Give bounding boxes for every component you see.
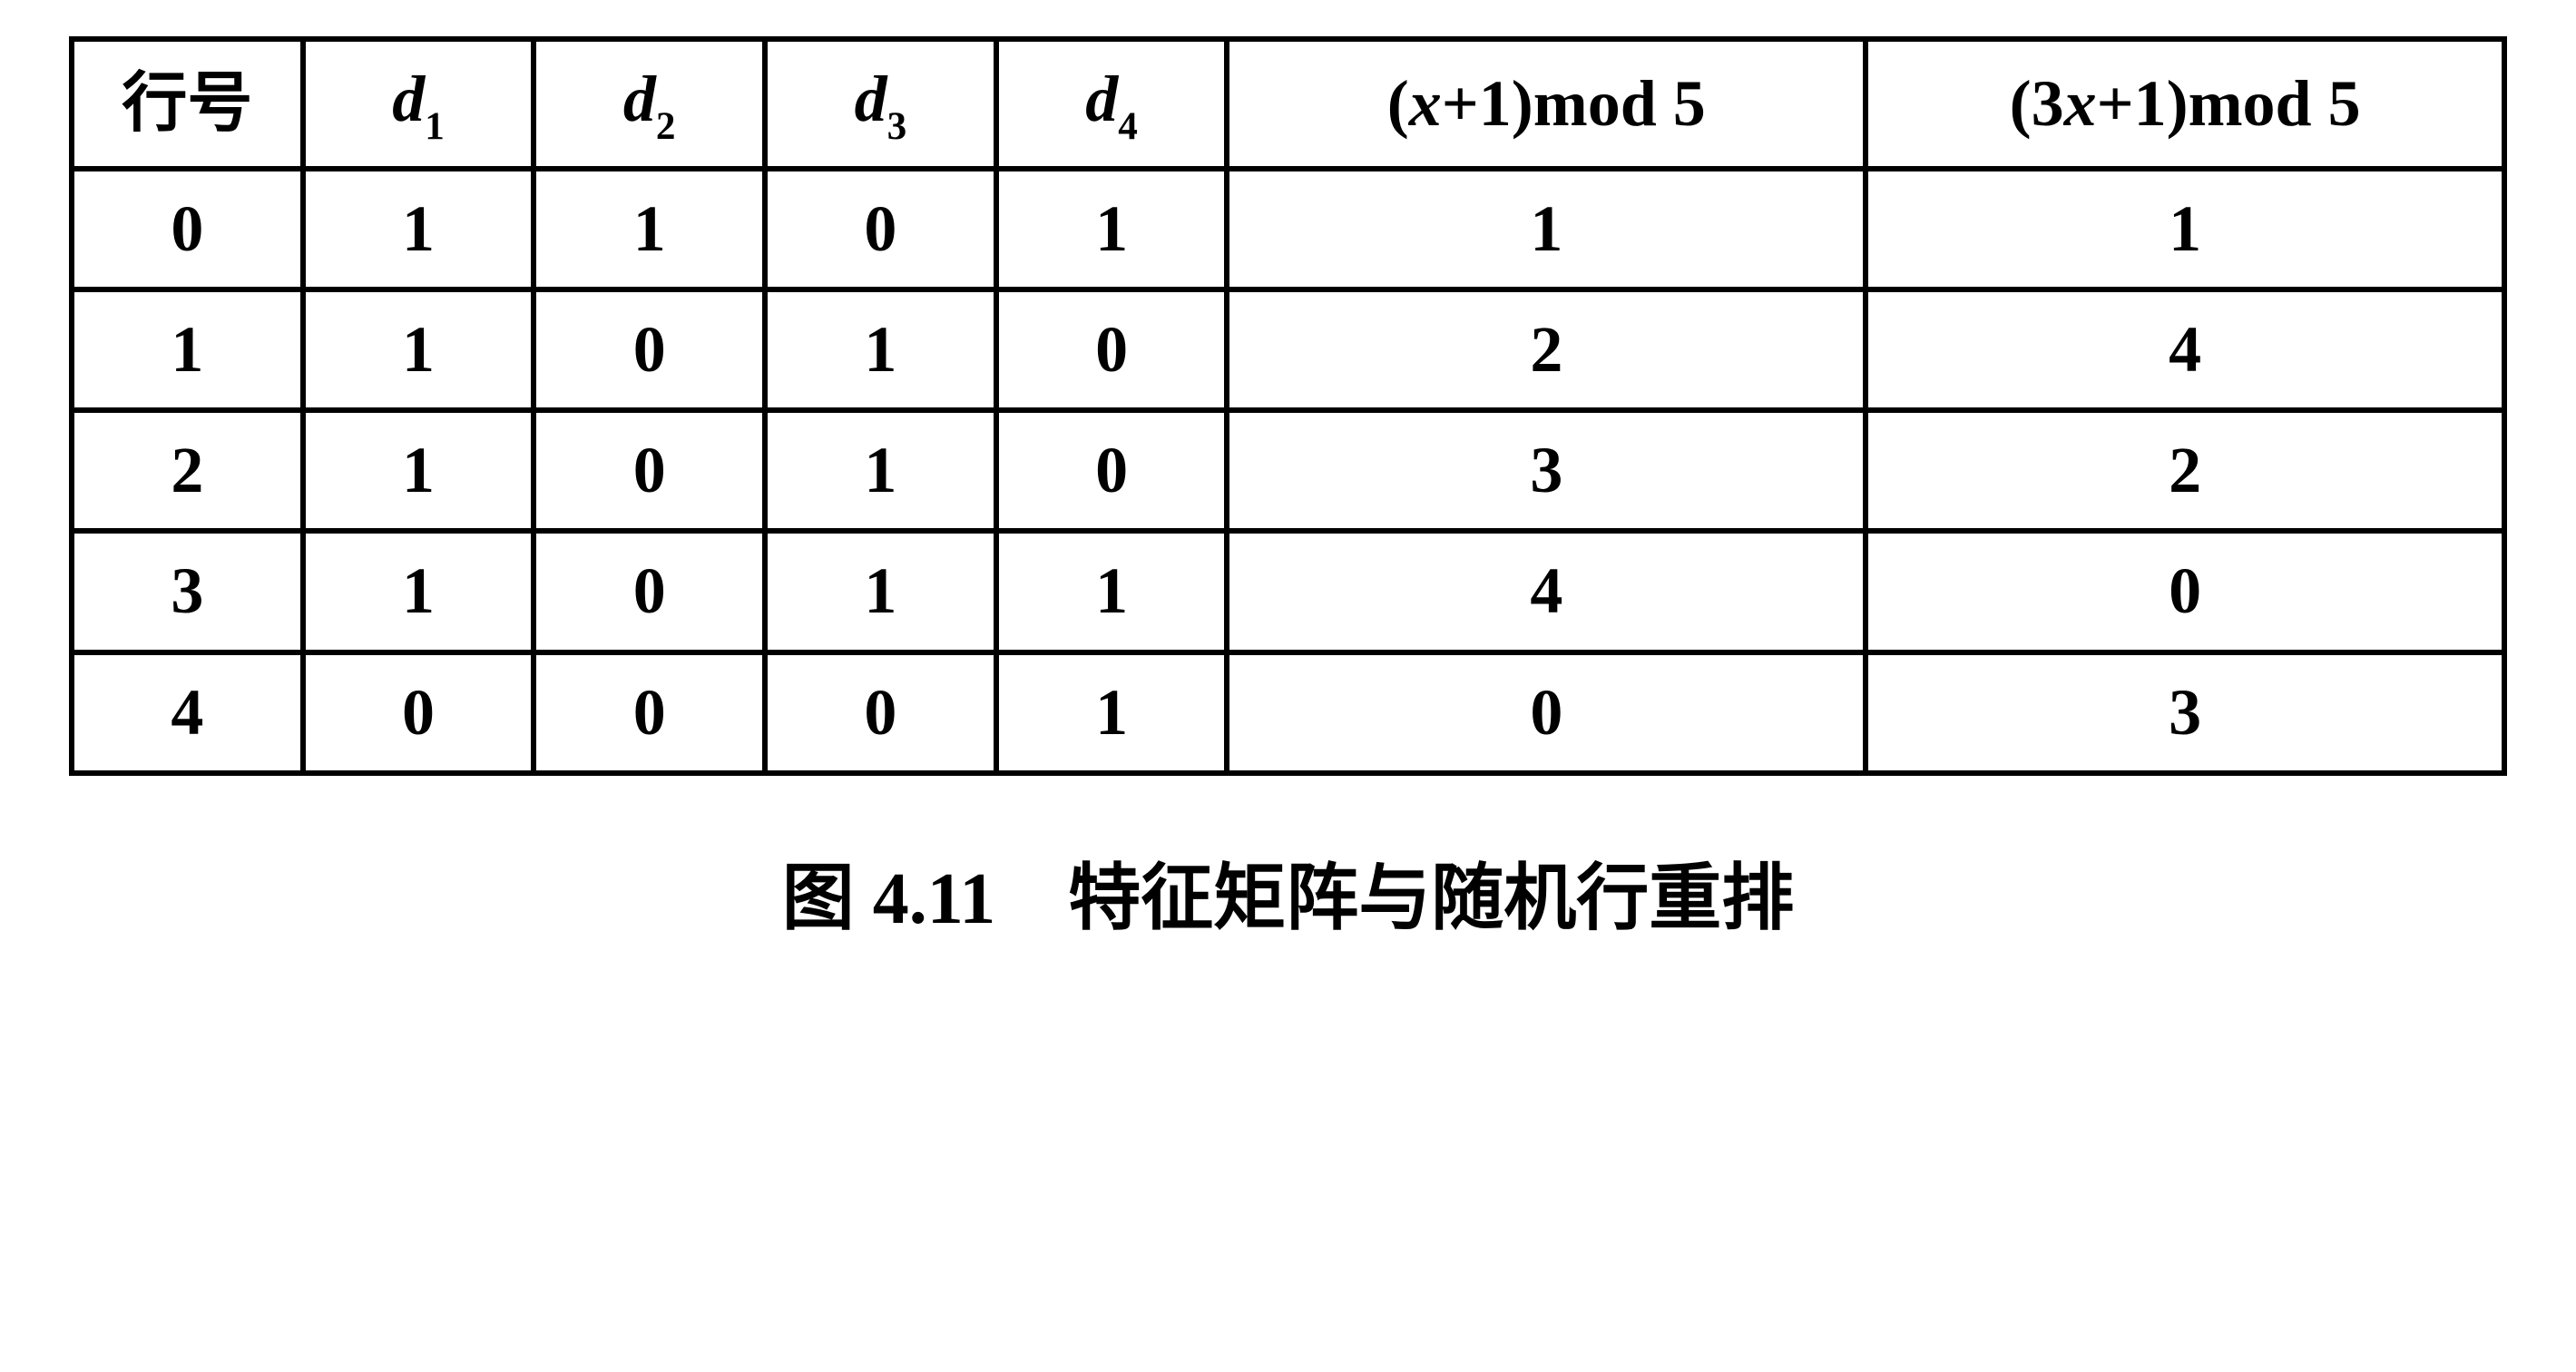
cell-d4: 0	[996, 289, 1228, 410]
h1-var: x	[1409, 67, 1442, 140]
h2-prefix: (3	[2010, 67, 2064, 140]
cell-d4: 1	[996, 652, 1228, 773]
table-row: 1 1 0 1 0 2 4	[72, 289, 2504, 410]
figure-table-wrap: 行号 d1 d2 d3 d4 (x+1)mod 5 (3x+1)mod 5	[69, 36, 2507, 776]
cell-h2: 0	[1866, 531, 2504, 652]
cell-h2: 1	[1866, 169, 2504, 289]
d-sub-3: 3	[887, 105, 907, 148]
cell-d2: 1	[534, 169, 765, 289]
cell-d4: 1	[996, 169, 1228, 289]
d-sub-4: 4	[1118, 105, 1138, 148]
cell-h2: 2	[1866, 410, 2504, 531]
h1-suffix: +1)mod 5	[1442, 67, 1706, 140]
cell-d1: 0	[303, 652, 534, 773]
col-header-d2: d2	[534, 39, 765, 169]
table-row: 3 1 0 1 1 4 0	[72, 531, 2504, 652]
cell-d1: 1	[303, 531, 534, 652]
cell-d4: 0	[996, 410, 1228, 531]
d-var: d	[623, 63, 656, 135]
cell-h1: 1	[1227, 169, 1866, 289]
d-var: d	[855, 63, 887, 135]
col-header-d4: d4	[996, 39, 1228, 169]
table-header: 行号 d1 d2 d3 d4 (x+1)mod 5 (3x+1)mod 5	[72, 39, 2504, 169]
cell-d3: 1	[765, 531, 996, 652]
cell-d3: 1	[765, 289, 996, 410]
d-sub-2: 2	[656, 105, 676, 148]
col-header-hash1: (x+1)mod 5	[1227, 39, 1866, 169]
cell-d1: 1	[303, 410, 534, 531]
cell-d2: 0	[534, 289, 765, 410]
table-row: 4 0 0 0 1 0 3	[72, 652, 2504, 773]
cell-d2: 0	[534, 410, 765, 531]
cell-d1: 1	[303, 289, 534, 410]
table-header-row: 行号 d1 d2 d3 d4 (x+1)mod 5 (3x+1)mod 5	[72, 39, 2504, 169]
cell-h1: 4	[1227, 531, 1866, 652]
table-row: 0 1 1 0 1 1 1	[72, 169, 2504, 289]
d-var: d	[392, 63, 425, 135]
cell-row-number: 4	[72, 652, 303, 773]
cell-d1: 1	[303, 169, 534, 289]
figure-caption: 图 4.11 特征矩阵与随机行重排	[782, 839, 1795, 945]
cell-h2: 3	[1866, 652, 2504, 773]
cell-row-number: 2	[72, 410, 303, 531]
h2-var: x	[2064, 67, 2097, 140]
cell-d3: 0	[765, 652, 996, 773]
col-header-hash2: (3x+1)mod 5	[1866, 39, 2504, 169]
feature-matrix-table: 行号 d1 d2 d3 d4 (x+1)mod 5 (3x+1)mod 5	[69, 36, 2507, 776]
cell-d2: 0	[534, 531, 765, 652]
cell-h1: 2	[1227, 289, 1866, 410]
col-header-d1: d1	[303, 39, 534, 169]
h2-suffix: +1)mod 5	[2097, 67, 2361, 140]
cell-row-number: 0	[72, 169, 303, 289]
cell-row-number: 3	[72, 531, 303, 652]
d-var: d	[1085, 63, 1118, 135]
d-sub-1: 1	[425, 105, 445, 148]
cell-h1: 0	[1227, 652, 1866, 773]
cell-d2: 0	[534, 652, 765, 773]
cell-d4: 1	[996, 531, 1228, 652]
cell-h1: 3	[1227, 410, 1866, 531]
h1-prefix: (	[1387, 67, 1409, 140]
table-row: 2 1 0 1 0 3 2	[72, 410, 2504, 531]
table-body: 0 1 1 0 1 1 1 1 1 0 1 0 2 4 2 1 0 1	[72, 169, 2504, 773]
cell-h2: 4	[1866, 289, 2504, 410]
cell-d3: 0	[765, 169, 996, 289]
col-header-row-number: 行号	[72, 39, 303, 169]
col-header-d3: d3	[765, 39, 996, 169]
cell-row-number: 1	[72, 289, 303, 410]
cell-d3: 1	[765, 410, 996, 531]
